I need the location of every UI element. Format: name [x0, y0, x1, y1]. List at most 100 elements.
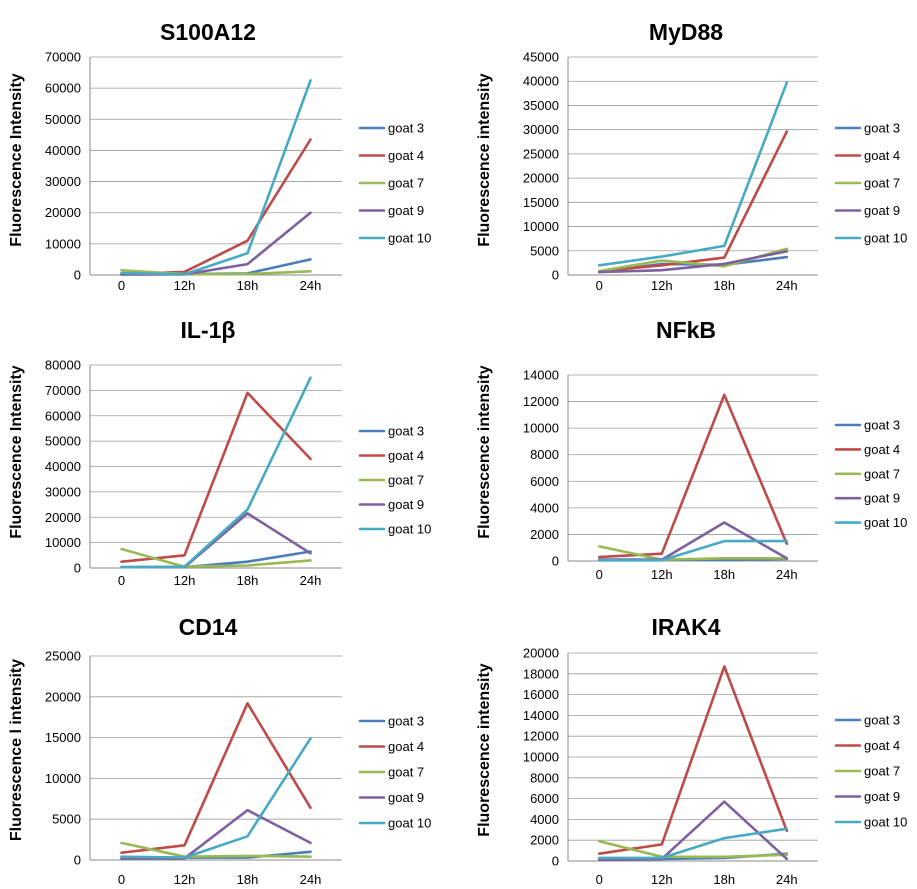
y-tick-label: 6000	[530, 474, 559, 489]
y-tick-label: 14000	[523, 368, 559, 383]
y-tick-label: 25000	[523, 146, 559, 161]
y-tick-label: 6000	[530, 791, 559, 806]
series-line-goat-10	[597, 81, 789, 267]
legend-label: goat 3	[388, 714, 424, 729]
series-line-goat-9	[597, 800, 789, 862]
series-line-goat-4	[597, 393, 789, 559]
series-line-goat-7	[120, 547, 312, 569]
y-tick-label: 50000	[45, 434, 81, 449]
y-tick-label: 12000	[523, 394, 559, 409]
y-tick-label: 18000	[523, 666, 559, 681]
x-tick-label: 12h	[174, 872, 196, 887]
y-tick-label: 12000	[523, 729, 559, 744]
y-tick-label: 2000	[530, 833, 559, 848]
x-tick-label: 24h	[776, 872, 798, 887]
x-tick-label: 24h	[300, 573, 322, 588]
y-tick-label: 4000	[530, 500, 559, 515]
y-tick-label: 80000	[45, 358, 81, 373]
chart-title: CD14	[179, 614, 238, 640]
y-axis-label: Fluorescence intensity	[476, 73, 493, 246]
legend-label: goat 7	[864, 466, 900, 481]
chart-title: NFkB	[656, 317, 716, 343]
series-line-goat-10	[120, 79, 312, 276]
y-tick-label: 10000	[45, 236, 81, 251]
legend-label: goat 7	[864, 764, 900, 779]
legend-label: goat 7	[388, 473, 424, 488]
legend-label: goat 10	[864, 515, 907, 530]
y-tick-label: 2000	[530, 527, 559, 542]
x-tick-label: 18h	[713, 872, 735, 887]
y-tick-label: 15000	[523, 195, 559, 210]
legend-label: goat 4	[388, 739, 424, 754]
chart-title: IL-1β	[181, 317, 236, 343]
legend-label: goat 10	[388, 522, 431, 537]
chart-panel-4: NFkB Fluorescence intensity 0 2000 4000 6000 8…	[476, 317, 907, 582]
x-tick-label: 18h	[713, 278, 735, 293]
legend-label: goat 9	[388, 497, 424, 512]
y-tick-label: 8000	[530, 770, 559, 785]
y-tick-label: 10000	[523, 750, 559, 765]
legend-label: goat 4	[864, 442, 900, 457]
legend-label: goat 10	[388, 816, 431, 831]
x-tick-label: 0	[596, 567, 603, 582]
y-axis-label: Fluorescence l intensity	[8, 659, 25, 841]
x-tick-label: 12h	[651, 567, 673, 582]
legend-label: goat 3	[864, 418, 900, 433]
legend-label: goat 10	[864, 231, 907, 246]
series-line-goat-9	[597, 250, 789, 274]
y-tick-label: 15000	[45, 730, 81, 745]
x-tick-label: 24h	[776, 278, 798, 293]
y-tick-label: 5000	[530, 243, 559, 258]
y-tick-label: 0	[552, 854, 559, 869]
y-tick-label: 0	[74, 268, 81, 283]
y-tick-label: 4000	[530, 812, 559, 827]
x-tick-label: 24h	[300, 278, 322, 293]
x-tick-label: 0	[118, 278, 125, 293]
series-line-goat-10	[597, 827, 789, 860]
x-tick-label: 12h	[651, 872, 673, 887]
chart-title: IRAK4	[651, 614, 720, 640]
legend-label: goat 4	[864, 148, 900, 163]
chart-panel-1: S100A12 Fluorescence Intensity 0 10000 20000…	[8, 19, 431, 293]
x-tick-label: 12h	[174, 278, 196, 293]
y-tick-label: 0	[552, 268, 559, 283]
chart-panel-2: MyD88 Fluorescence intensity 0 5000 10000 150…	[476, 19, 907, 293]
y-tick-label: 40000	[45, 459, 81, 474]
y-tick-label: 70000	[45, 50, 81, 65]
y-tick-label: 25000	[45, 649, 81, 664]
x-tick-label: 18h	[237, 278, 259, 293]
legend-label: goat 4	[864, 738, 900, 753]
chart-panel-5: CD14 Fluorescence l intensity 0 5000 10000 15…	[8, 614, 431, 887]
series-line-goat-7	[597, 545, 789, 562]
y-tick-label: 16000	[523, 687, 559, 702]
y-tick-label: 20000	[523, 171, 559, 186]
y-tick-label: 8000	[530, 447, 559, 462]
x-tick-label: 0	[596, 278, 603, 293]
series-line-goat-10	[120, 737, 312, 859]
y-tick-label: 14000	[523, 708, 559, 723]
y-tick-label: 60000	[45, 81, 81, 96]
y-tick-label: 20000	[523, 646, 559, 661]
y-tick-label: 10000	[523, 219, 559, 234]
x-tick-label: 24h	[776, 567, 798, 582]
series-line-goat-7	[597, 839, 789, 859]
y-tick-label: 0	[552, 554, 559, 569]
legend-label: goat 3	[388, 424, 424, 439]
y-tick-label: 70000	[45, 383, 81, 398]
y-tick-label: 60000	[45, 408, 81, 423]
legend-label: goat 10	[864, 815, 907, 830]
chart-title: MyD88	[649, 19, 723, 45]
x-tick-label: 18h	[237, 573, 259, 588]
chart-title: S100A12	[160, 19, 256, 45]
series-line-goat-10	[597, 539, 789, 562]
legend-label: goat 4	[388, 148, 424, 163]
legend-label: goat 3	[864, 121, 900, 136]
y-tick-label: 50000	[45, 112, 81, 127]
legend-label: goat 9	[388, 790, 424, 805]
y-tick-label: 10000	[45, 771, 81, 786]
legend-label: goat 3	[864, 713, 900, 728]
y-tick-label: 20000	[45, 510, 81, 525]
legend-label: goat 9	[864, 789, 900, 804]
y-tick-label: 0	[74, 561, 81, 576]
